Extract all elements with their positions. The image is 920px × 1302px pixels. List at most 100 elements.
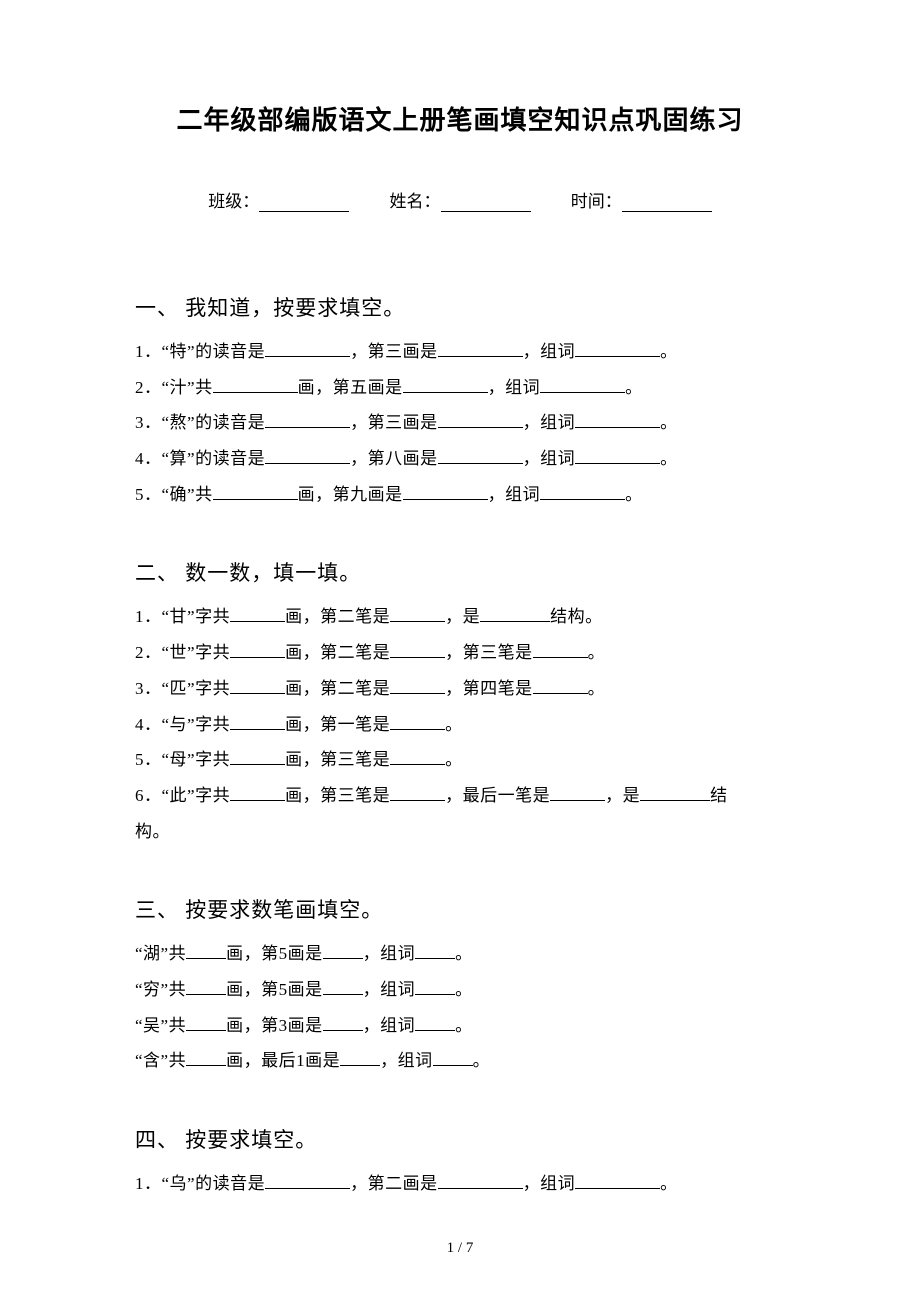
blank	[186, 1065, 226, 1066]
s1-q3-end: 。	[660, 413, 678, 432]
s1-q1-text: 1．“特”的读音是	[135, 342, 265, 361]
s2-q5: 5．“母”字共 画，第三笔是 。	[135, 742, 785, 778]
section-1-heading: 一、 我知道，按要求填空。	[135, 292, 785, 322]
blank	[186, 994, 226, 995]
s2-q2-b: 画，第二笔是	[285, 643, 390, 662]
s1-q4: 4．“算”的读音是，第八画是，组词。	[135, 441, 785, 477]
blank	[230, 693, 285, 694]
s1-q3-text: 3．“熬”的读音是	[135, 413, 265, 432]
blank	[340, 1065, 380, 1066]
s2-q5-a: 5．“母”字共	[135, 750, 230, 769]
s4-q1-b: ，第二画是	[350, 1174, 438, 1193]
blank	[390, 764, 445, 765]
document-title: 二年级部编版语文上册笔画填空知识点巩固练习	[135, 100, 785, 137]
name-label: 姓名：	[390, 192, 441, 211]
blank	[230, 800, 285, 801]
s2-q1: 1．“甘”字共画，第二笔是，是结构。	[135, 599, 785, 635]
time-blank	[622, 211, 712, 212]
student-info-row: 班级： 姓名： 时间：	[135, 187, 785, 212]
s4-q1-d: 。	[660, 1174, 678, 1193]
blank	[640, 800, 710, 801]
blank	[438, 1188, 523, 1189]
s2-q6-b: 画，第三笔是	[285, 786, 390, 805]
s2-q3: 3．“匹”字共画，第二笔是，第四笔是。	[135, 671, 785, 707]
s2-q5-c: 。	[445, 750, 463, 769]
s1-q2: 2．“汁”共画，第五画是，组词。	[135, 370, 785, 406]
s4-q1-c: ，组词	[523, 1174, 576, 1193]
s3-q3-d: 。	[455, 1016, 473, 1035]
s1-q1-text2: ，第三画是	[350, 342, 438, 361]
s2-q4-a: 4．“与”字共	[135, 715, 230, 734]
s2-q6-cont: 构。	[135, 814, 785, 850]
s3-q3-c: ，组词	[363, 1016, 416, 1035]
s2-q4: 4．“与”字共画，第一笔是。	[135, 707, 785, 743]
blank	[575, 1188, 660, 1189]
s1-q4-text: 4．“算”的读音是	[135, 449, 265, 468]
s2-q6-d: ，是	[605, 786, 640, 805]
blank	[438, 463, 523, 464]
s1-q2-end: 。	[625, 378, 643, 397]
blank	[575, 356, 660, 357]
blank	[323, 994, 363, 995]
s2-q6-a: 6．“此”字共	[135, 786, 230, 805]
s3-q1-a: “湖”共	[135, 944, 186, 963]
s3-q2-a: “穷”共	[135, 980, 186, 999]
s2-q3-b: 画，第二笔是	[285, 679, 390, 698]
s2-q5-b: 画，第三笔是	[285, 750, 390, 769]
blank	[438, 427, 523, 428]
blank	[550, 800, 605, 801]
page-number: 1 / 7	[0, 1240, 920, 1257]
s2-q2-d: 。	[588, 643, 606, 662]
s2-q1-a: 1．“甘”字共	[135, 607, 230, 626]
s3-q1-c: ，组词	[363, 944, 416, 963]
class-label: 班级：	[208, 192, 259, 211]
blank	[265, 1188, 350, 1189]
blank	[230, 657, 285, 658]
s3-q1-d: 。	[455, 944, 473, 963]
blank	[575, 463, 660, 464]
blank	[403, 392, 488, 393]
blank	[390, 693, 445, 694]
section-2-heading: 二、 数一数，填一填。	[135, 557, 785, 587]
s1-q5-text: 5．“确”共	[135, 485, 213, 504]
blank	[186, 1030, 226, 1031]
blank	[186, 958, 226, 959]
s4-q1: 1．“乌”的读音是，第二画是，组词。	[135, 1166, 785, 1202]
blank	[230, 764, 285, 765]
s1-q1-end: 。	[660, 342, 678, 361]
s3-q3-a: “吴”共	[135, 1016, 186, 1035]
blank	[390, 657, 445, 658]
blank	[323, 958, 363, 959]
s3-q4-a: “含”共	[135, 1051, 186, 1070]
blank	[415, 958, 455, 959]
s3-q2-d: 。	[455, 980, 473, 999]
s3-q1: “湖”共 画，第5画是 ，组词 。	[135, 936, 785, 972]
s2-q6: 6．“此”字共画，第三笔是，最后一笔是，是结	[135, 778, 785, 814]
s2-q2-a: 2．“世”字共	[135, 643, 230, 662]
s3-q4: “含”共画，最后1画是，组词。	[135, 1043, 785, 1079]
blank	[213, 499, 298, 500]
blank	[265, 356, 350, 357]
s3-q2-b: 画，第5画是	[226, 980, 323, 999]
s2-q3-a: 3．“匹”字共	[135, 679, 230, 698]
section-3-heading: 三、 按要求数笔画填空。	[135, 894, 785, 924]
s3-q2: “穷”共画，第5画是，组词。	[135, 972, 785, 1008]
blank	[390, 800, 445, 801]
s1-q3-text2: ，第三画是	[350, 413, 438, 432]
s3-q3: “吴”共画，第3画是，组词。	[135, 1008, 785, 1044]
s1-q4-text2: ，第八画是	[350, 449, 438, 468]
s1-q3-text3: ，组词	[523, 413, 576, 432]
s1-q3: 3．“熬”的读音是 ，第三画是 ，组词 。	[135, 405, 785, 441]
blank	[533, 657, 588, 658]
name-blank	[441, 211, 531, 212]
class-blank	[259, 211, 349, 212]
name-field: 姓名：	[390, 187, 531, 212]
s2-q1-d: 结构。	[550, 607, 603, 626]
s2-q4-b: 画，第一笔是	[285, 715, 390, 734]
s1-q1: 1．“特”的读音是，第三画是，组词。	[135, 334, 785, 370]
s2-q3-d: 。	[588, 679, 606, 698]
s3-q1-b: 画，第5画是	[226, 944, 323, 963]
blank	[230, 729, 285, 730]
s3-q4-d: 。	[473, 1051, 491, 1070]
blank	[438, 356, 523, 357]
